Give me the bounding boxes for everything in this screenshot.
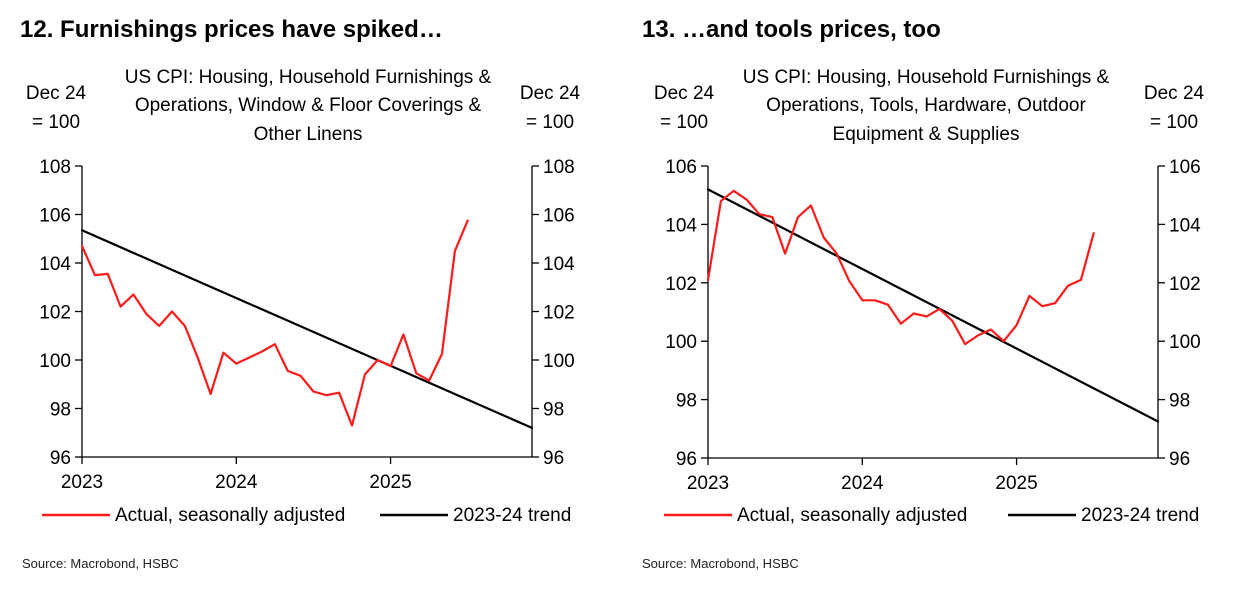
source-note: Source: Macrobond, HSBC: [22, 556, 179, 571]
y-tick-label-right: 100: [1169, 332, 1201, 353]
series-line-trend: [80, 229, 534, 429]
legend-label: Actual, seasonally adjusted: [737, 505, 967, 526]
series-line-actual: [80, 219, 469, 427]
y-axis-label-right: Dec 24: [1144, 83, 1205, 104]
chart-title-line: US CPI: Housing, Household Furnishings &: [125, 67, 492, 88]
x-tick-label: 2023: [61, 472, 103, 493]
y-tick-label-right: 102: [543, 303, 575, 324]
chart-panel-13: 13. …and tools prices, too US CPI: Housi…: [620, 0, 1240, 596]
x-tick-label: 2025: [369, 472, 411, 493]
legend-label: 2023-24 trend: [453, 505, 571, 526]
y-tick-label-right: 100: [543, 351, 575, 372]
legend-label: 2023-24 trend: [1081, 505, 1199, 526]
y-tick-label-left: 106: [665, 157, 697, 178]
y-tick-label-left: 104: [665, 215, 697, 236]
y-axis-label-left: Dec 24: [26, 83, 87, 104]
chart-title-line: Equipment & Supplies: [833, 124, 1020, 145]
y-tick-label-right: 96: [1169, 449, 1190, 470]
x-tick-label: 2023: [687, 473, 729, 494]
y-tick-label-left: 98: [50, 400, 71, 421]
series-line-actual: [706, 189, 1095, 346]
y-tick-label-left: 106: [39, 206, 71, 227]
y-tick-label-right: 106: [1169, 157, 1201, 178]
y-axis-label-left: = 100: [660, 112, 708, 133]
chart-title-line: Operations, Tools, Hardware, Outdoor: [766, 95, 1086, 116]
y-axis-label-right: Dec 24: [520, 83, 581, 104]
y-axis-label-left: Dec 24: [654, 83, 715, 104]
x-tick-label: 2024: [841, 473, 884, 494]
series-line-trend: [706, 188, 1160, 423]
y-tick-label-left: 102: [665, 274, 697, 295]
y-tick-label-right: 104: [1169, 215, 1201, 236]
chart-13-svg: US CPI: Housing, Household Furnishings &…: [654, 67, 1205, 526]
y-tick-label-left: 102: [39, 303, 71, 324]
y-tick-label-left: 104: [39, 254, 71, 275]
y-axis-label-right: = 100: [1150, 112, 1198, 133]
y-tick-label-right: 96: [543, 448, 564, 469]
y-tick-label-left: 100: [665, 332, 697, 353]
x-tick-label: 2024: [215, 472, 258, 493]
chart-title-line: Other Linens: [254, 124, 363, 145]
y-tick-label-right: 98: [1169, 391, 1190, 412]
y-tick-label-left: 108: [39, 157, 71, 178]
chart-title-line: Operations, Window & Floor Coverings &: [135, 95, 482, 116]
y-axis-label-right: = 100: [526, 112, 574, 133]
y-tick-label-left: 96: [50, 448, 71, 469]
y-tick-label-right: 104: [543, 254, 575, 275]
y-axis-label-left: = 100: [32, 112, 80, 133]
chart-title-line: US CPI: Housing, Household Furnishings &: [743, 67, 1110, 88]
source-note: Source: Macrobond, HSBC: [642, 556, 799, 571]
chart-heading: 13. …and tools prices, too: [642, 16, 941, 43]
y-tick-label-left: 96: [676, 449, 697, 470]
y-tick-label-left: 98: [676, 391, 697, 412]
legend-label: Actual, seasonally adjusted: [115, 505, 345, 526]
y-tick-label-right: 106: [543, 206, 575, 227]
y-tick-label-right: 102: [1169, 274, 1201, 295]
y-tick-label-left: 100: [39, 351, 71, 372]
chart-panel-12: 12. Furnishings prices have spiked… US C…: [20, 16, 581, 571]
chart-heading: 12. Furnishings prices have spiked…: [20, 16, 443, 43]
x-tick-label: 2025: [995, 473, 1037, 494]
chart-12-svg: US CPI: Housing, Household Furnishings &…: [26, 67, 581, 526]
y-tick-label-right: 108: [543, 157, 575, 178]
y-tick-label-right: 98: [543, 400, 564, 421]
